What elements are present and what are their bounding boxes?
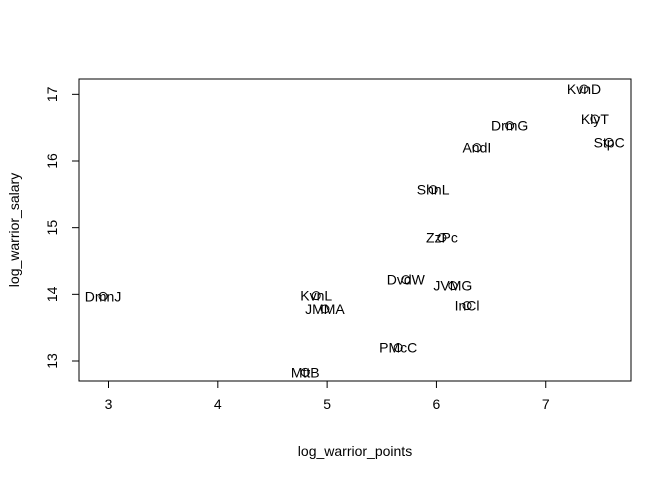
data-point xyxy=(462,301,472,311)
point-label: DvdW xyxy=(387,272,426,288)
y-axis-title: log_warrior_salary xyxy=(6,173,22,287)
data-point xyxy=(428,185,438,195)
y-tick-label: 16 xyxy=(44,153,60,169)
point-label: KvnL xyxy=(300,288,332,304)
x-tick-label: 6 xyxy=(433,396,441,412)
y-tick-label: 15 xyxy=(44,220,60,236)
data-point xyxy=(472,143,482,153)
data-point xyxy=(437,233,447,243)
x-tick-label: 5 xyxy=(323,396,331,412)
data-point xyxy=(320,304,330,314)
point-label: PMcC xyxy=(379,340,417,356)
point-label: InCl xyxy=(455,298,480,314)
data-point xyxy=(401,275,411,285)
data-point xyxy=(505,121,515,131)
plot-frame xyxy=(78,78,632,382)
data-point xyxy=(311,291,321,301)
point-label: DrmG xyxy=(491,118,528,134)
data-point xyxy=(590,114,600,124)
point-label: KlyT xyxy=(581,111,609,127)
point-label: StpC xyxy=(594,134,625,150)
data-point xyxy=(604,137,614,147)
point-label: JVMG xyxy=(433,278,472,294)
data-point xyxy=(393,343,403,353)
y-tick-label: 17 xyxy=(44,86,60,102)
y-tick-label: 13 xyxy=(44,353,60,369)
data-point xyxy=(579,84,589,94)
x-axis-title: log_warrior_points xyxy=(298,443,412,459)
x-tick-label: 3 xyxy=(105,396,113,412)
data-point xyxy=(98,291,108,301)
point-label: KvnD xyxy=(567,81,601,97)
data-point xyxy=(448,281,458,291)
data-point xyxy=(300,367,310,377)
x-tick-label: 4 xyxy=(214,396,222,412)
point-label: AndI xyxy=(462,140,491,156)
point-label: MttB xyxy=(291,364,320,380)
point-label: DmnJ xyxy=(85,288,122,304)
x-tick-label: 7 xyxy=(542,396,550,412)
point-label: JMMA xyxy=(305,301,345,317)
axes: 3 4 5 6 7 13 14 15 16 17 xyxy=(44,78,632,412)
point-label: ZzPc xyxy=(426,230,458,246)
y-tick-label: 14 xyxy=(44,286,60,302)
point-label: ShnL xyxy=(417,182,450,198)
